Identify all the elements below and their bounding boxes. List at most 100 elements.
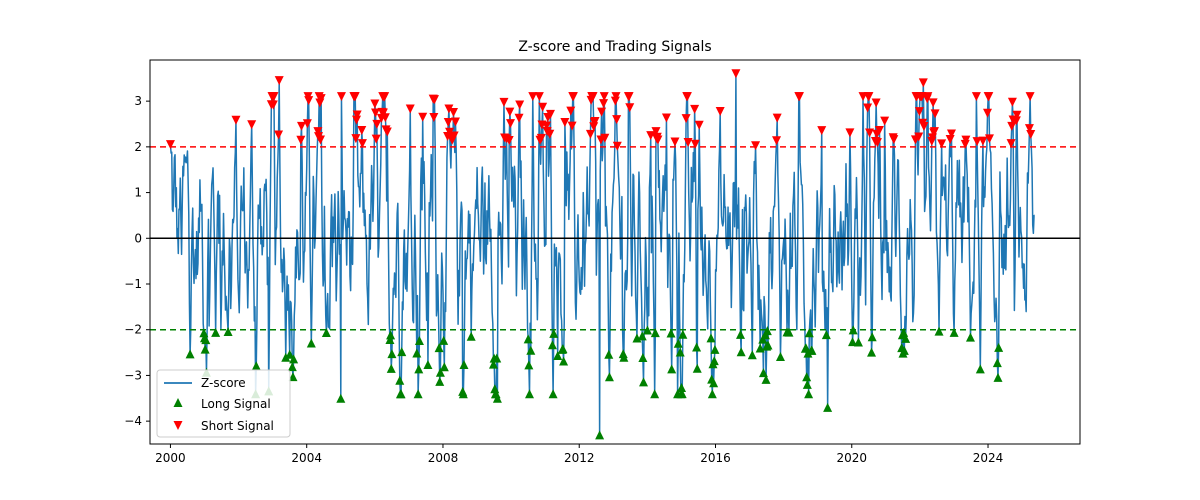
long-signal-marker (488, 359, 498, 369)
short-signal-marker (1007, 121, 1017, 131)
long-signal-marker (899, 345, 909, 355)
short-signal-marker (304, 96, 314, 106)
short-signal-marker (599, 99, 609, 109)
long-signal-marker (802, 372, 812, 382)
short-signal-marker (960, 139, 970, 149)
short-signal-marker (429, 112, 439, 122)
long-signal-marker (386, 363, 396, 373)
short-signal-marker (984, 134, 994, 144)
legend-long-marker (173, 398, 183, 407)
long-signal-marker (709, 356, 719, 366)
long-signal-marker (423, 360, 433, 370)
short-signal-marker (946, 129, 956, 139)
short-signal-marker (864, 92, 874, 102)
long-signal-marker (677, 383, 687, 393)
short-signal-marker (880, 116, 890, 126)
short-signal-marker (545, 129, 555, 139)
long-signal-marker (747, 350, 757, 360)
short-signal-marker (646, 131, 656, 141)
legend: Z-score Long Signal Short Signal (156, 369, 291, 438)
short-signal-marker (612, 115, 622, 125)
short-signal-marker (534, 92, 544, 102)
long-signal-marker (595, 430, 605, 440)
long-signal-marker (949, 327, 959, 337)
long-signal-marker (677, 389, 687, 399)
long-signal-marker (619, 352, 629, 362)
long-signal-marker (735, 329, 745, 339)
long-signal-marker (673, 338, 683, 348)
short-signal-marker (927, 133, 937, 143)
short-signal-marker (600, 133, 610, 143)
short-signal-marker (681, 114, 691, 124)
long-signal-marker (435, 376, 445, 386)
long-signal-marker (413, 389, 423, 399)
long-signal-marker (251, 361, 261, 371)
short-signal-marker (542, 121, 552, 131)
long-signal-marker (639, 377, 649, 387)
short-signal-marker (983, 108, 993, 118)
short-signal-marker (405, 104, 415, 114)
x-tick-label: 2012 (564, 451, 595, 465)
short-signal-marker (971, 92, 981, 102)
y-tick-label: −2 (124, 323, 142, 337)
short-signal-marker (928, 98, 938, 108)
short-signal-marker (690, 139, 700, 149)
short-signal-marker (444, 104, 454, 114)
short-signal-marker (588, 92, 598, 102)
short-signal-marker (380, 92, 390, 102)
short-signal-marker (794, 92, 804, 102)
short-signal-marker (528, 92, 538, 102)
short-signal-marker (380, 113, 390, 123)
legend-long-label: Long Signal (201, 397, 271, 411)
short-signal-marker (1025, 92, 1035, 102)
long-signal-marker (458, 389, 468, 399)
short-signal-marker (929, 127, 939, 137)
short-signal-marker (945, 134, 955, 144)
long-signal-marker (604, 349, 614, 359)
long-signal-marker (650, 328, 660, 338)
short-signal-marker (817, 126, 827, 136)
long-signal-marker (412, 348, 422, 358)
short-signal-marker (378, 108, 388, 118)
long-signal-marker (637, 331, 647, 341)
short-signal-marker (872, 138, 882, 148)
long-signal-marker (387, 349, 397, 359)
long-signal-marker (758, 368, 768, 378)
y-tick-label: −4 (124, 414, 142, 428)
long-signal-marker (784, 327, 794, 337)
long-signal-marker (650, 389, 660, 399)
short-signal-marker (351, 134, 361, 144)
long-signal-marker (821, 330, 831, 340)
short-signal-marker (371, 108, 381, 118)
short-signal-marker (683, 138, 693, 148)
long-signal-marker (848, 337, 858, 347)
long-signal-marker (638, 353, 648, 363)
short-signal-marker (585, 129, 595, 139)
short-signal-marker (352, 110, 362, 120)
short-signal-marker (610, 96, 620, 106)
short-signal-marker (653, 135, 663, 145)
short-signal-marker (651, 127, 661, 137)
long-signal-marker (994, 342, 1004, 352)
short-signal-marker (871, 98, 881, 108)
long-signal-marker (526, 345, 536, 355)
long-signal-marker (604, 372, 614, 382)
short-signal-marker (449, 131, 459, 141)
long-signal-marker (336, 393, 346, 403)
long-signal-marker (775, 351, 785, 361)
x-tick-label: 2004 (291, 451, 322, 465)
short-signal-marker (514, 113, 524, 123)
long-signal-marker (692, 342, 702, 352)
long-signal-marker (439, 362, 449, 372)
short-signal-marker (566, 106, 576, 116)
long-signal-marker (396, 389, 406, 399)
long-signal-marker (709, 378, 719, 388)
short-signal-marker (315, 135, 325, 145)
short-signal-marker (715, 106, 725, 116)
short-signal-marker (505, 107, 515, 117)
long-signal-marker (414, 336, 424, 346)
short-signal-marker (772, 136, 782, 146)
short-signal-marker (274, 130, 284, 140)
short-signal-marker (247, 120, 257, 130)
long-signal-marker (385, 334, 395, 344)
